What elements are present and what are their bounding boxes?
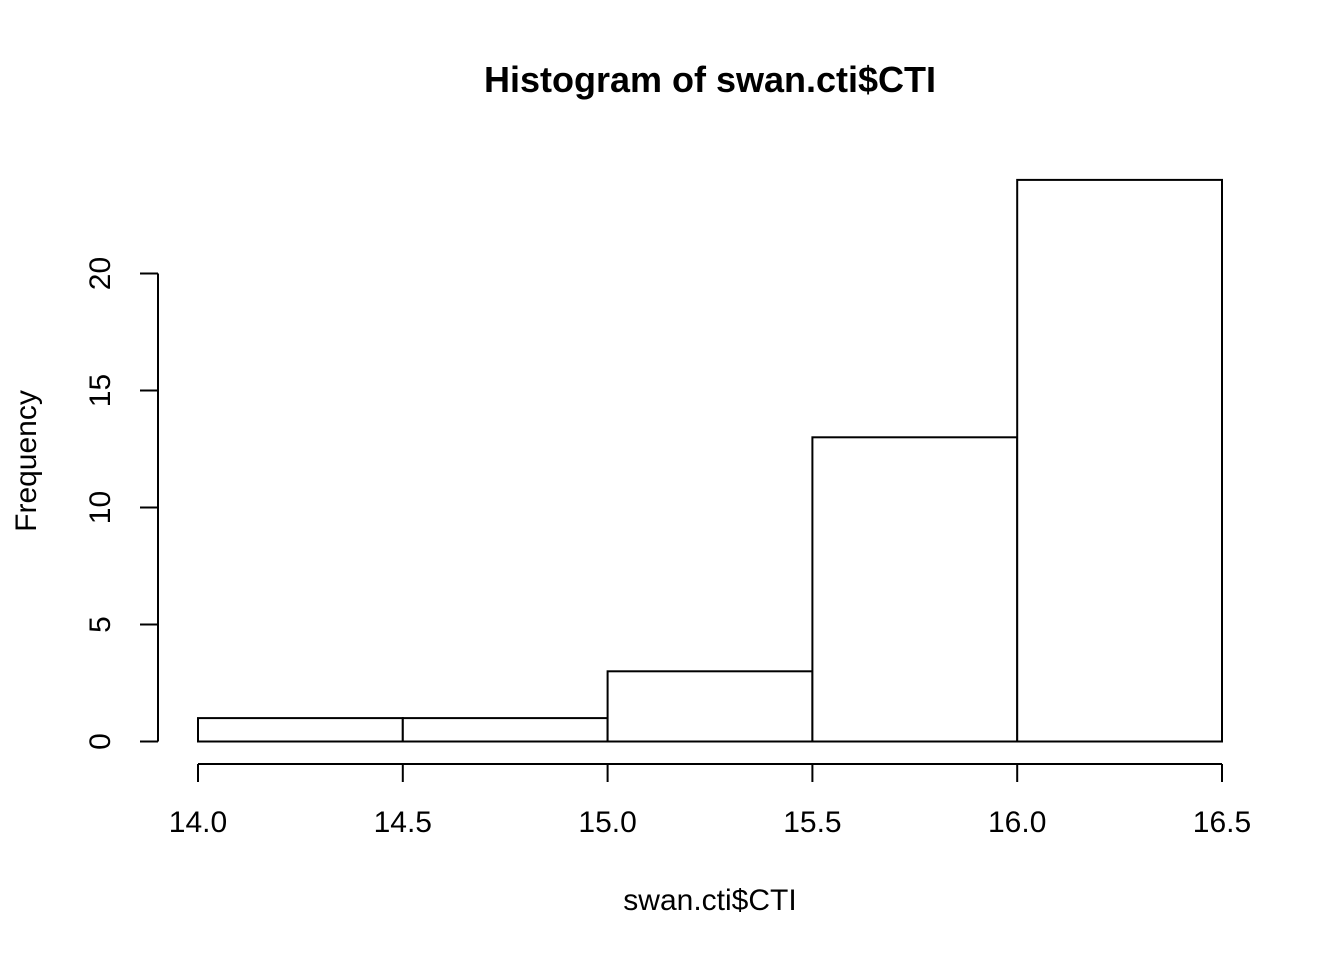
y-tick-label: 0 [84,733,117,750]
bars-group [197,178,1224,743]
x-tick-label: 15.0 [578,806,636,839]
histogram-bar [811,436,1019,743]
y-tick-label: 5 [84,616,117,633]
x-tick-label: 16.0 [988,806,1046,839]
y-tick-label: 20 [84,257,117,290]
histogram-bar [1016,178,1224,743]
histogram-bar [197,717,404,743]
x-axis: 14.0 14.5 15.0 15.5 16.0 16.5 [169,763,1251,839]
histogram-bar [606,670,814,743]
x-tick-label: 16.5 [1193,806,1251,839]
y-tick-label: 15 [84,374,117,407]
x-tick-label: 15.5 [783,806,841,839]
histogram-bar [401,717,609,743]
chart-title: Histogram of swan.cti$CTI [484,59,936,100]
x-tick-label: 14.0 [169,806,227,839]
y-tick-label: 10 [84,491,117,524]
y-axis-label: Frequency [10,390,43,532]
x-tick-label: 14.5 [374,806,432,839]
y-axis: 0 5 10 15 20 [84,257,159,750]
x-axis-label: swan.cti$CTI [623,884,796,917]
